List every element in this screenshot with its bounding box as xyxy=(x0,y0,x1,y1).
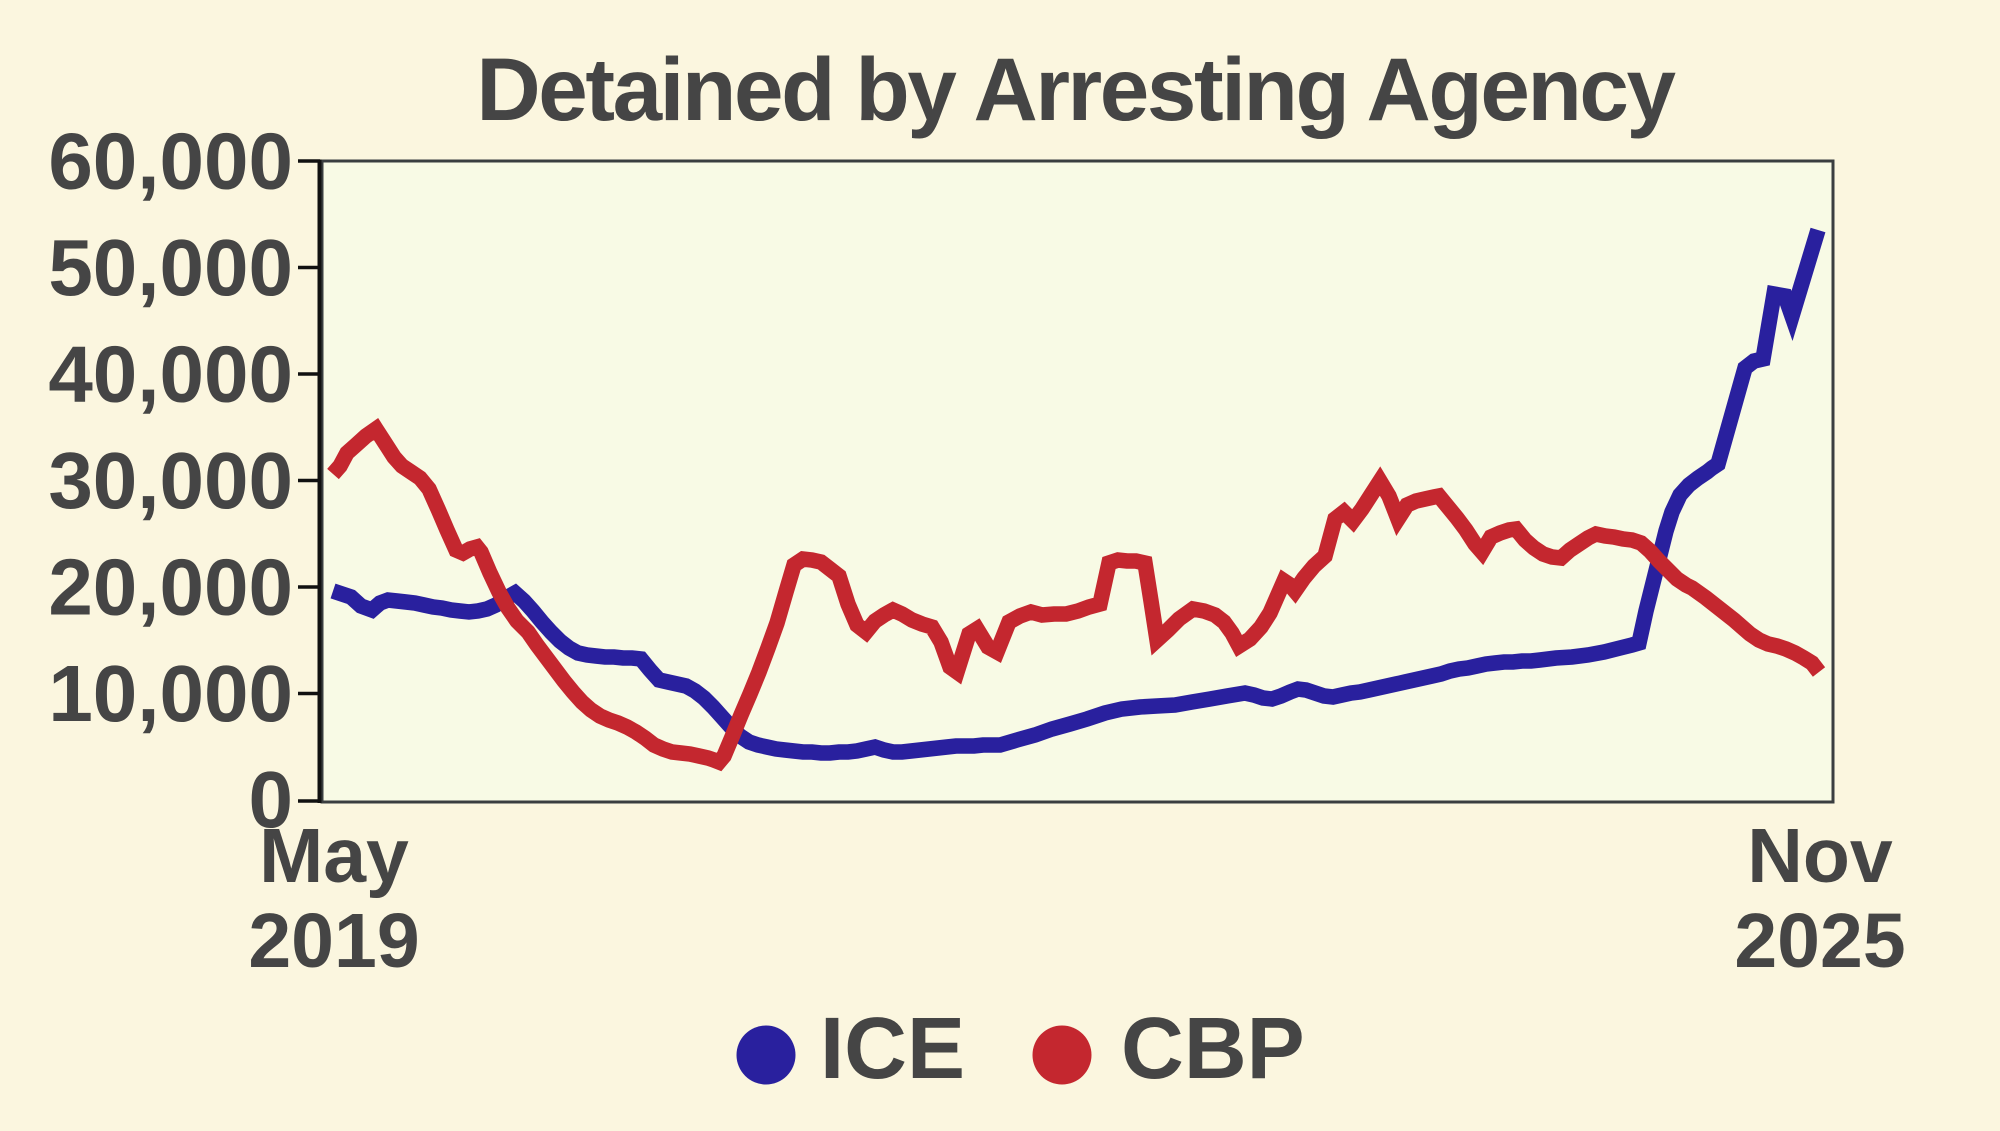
svg-text:Detained by Arresting Agency: Detained by Arresting Agency xyxy=(476,39,1676,139)
svg-text:2025: 2025 xyxy=(1734,898,1905,984)
svg-text:0: 0 xyxy=(249,755,294,844)
svg-text:Nov: Nov xyxy=(1747,813,1893,899)
svg-text:2019: 2019 xyxy=(248,898,419,984)
svg-text:CBP: CBP xyxy=(1121,1000,1305,1097)
svg-text:May: May xyxy=(259,813,409,899)
svg-text:20,000: 20,000 xyxy=(48,543,293,632)
svg-text:ICE: ICE xyxy=(820,1000,965,1097)
svg-text:40,000: 40,000 xyxy=(48,330,293,419)
svg-text:50,000: 50,000 xyxy=(48,223,293,312)
svg-text:60,000: 60,000 xyxy=(48,117,293,206)
svg-text:10,000: 10,000 xyxy=(48,649,293,738)
svg-text:30,000: 30,000 xyxy=(48,436,293,525)
